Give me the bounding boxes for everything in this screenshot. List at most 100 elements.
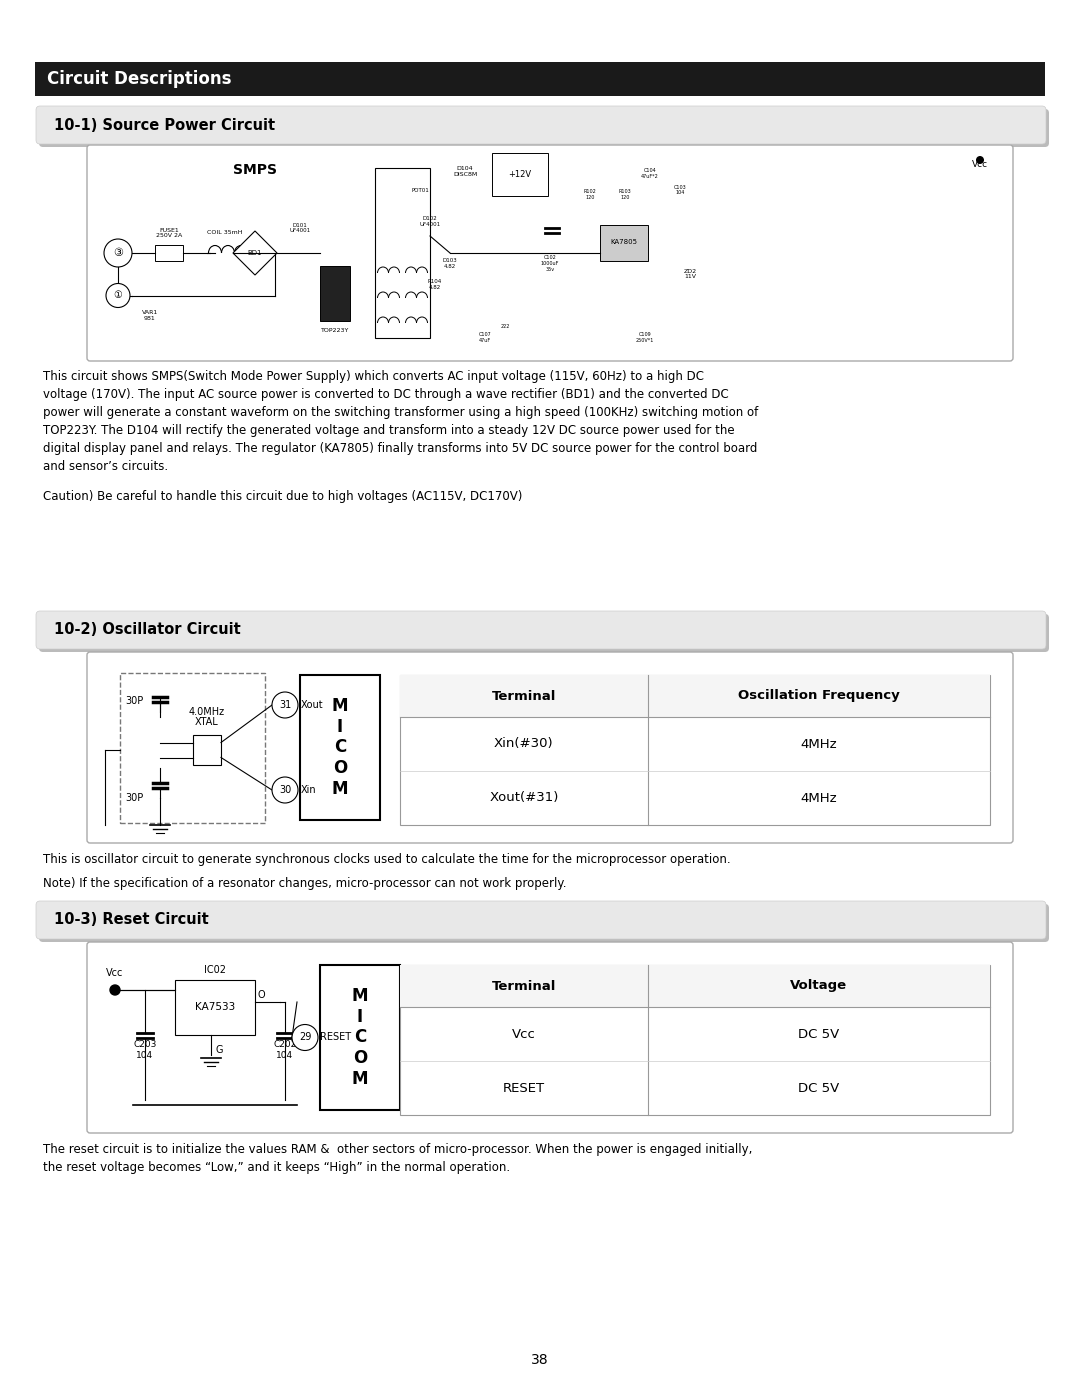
Text: Xin: Xin <box>301 785 316 795</box>
Text: 38: 38 <box>531 1354 549 1368</box>
Bar <box>193 735 221 766</box>
Text: C102
1000uF
35v: C102 1000uF 35v <box>541 256 559 272</box>
Text: C109
250V*1: C109 250V*1 <box>636 332 654 344</box>
Bar <box>600 225 648 260</box>
Text: ZD2
11V: ZD2 11V <box>684 268 697 279</box>
Bar <box>400 965 990 1115</box>
Text: Vcc: Vcc <box>106 968 124 978</box>
Text: TOP223Y: TOP223Y <box>321 328 349 332</box>
Text: DC 5V: DC 5V <box>798 1028 839 1041</box>
Text: D104
DISC8M: D104 DISC8M <box>453 166 477 177</box>
Text: FUSE1
250V 2A: FUSE1 250V 2A <box>156 228 183 239</box>
Text: 222: 222 <box>500 324 510 330</box>
FancyBboxPatch shape <box>39 109 1049 147</box>
Bar <box>120 673 265 823</box>
Text: RESET: RESET <box>320 1032 351 1042</box>
Bar <box>35 61 1045 96</box>
Bar <box>175 981 255 1035</box>
Text: the reset voltage becomes “Low,” and it keeps “High” in the normal operation.: the reset voltage becomes “Low,” and it … <box>43 1161 510 1173</box>
Text: ③: ③ <box>113 249 123 258</box>
Text: VAR1
981: VAR1 981 <box>141 310 158 321</box>
Text: Vcc: Vcc <box>512 1028 536 1041</box>
Text: R102
120: R102 120 <box>583 189 596 200</box>
Text: This circuit shows SMPS(Switch Mode Power Supply) which converts AC input voltag: This circuit shows SMPS(Switch Mode Powe… <box>43 370 704 383</box>
Text: RESET: RESET <box>503 1081 545 1094</box>
Bar <box>320 965 400 1111</box>
Bar <box>300 675 380 820</box>
Text: R104
4.82: R104 4.82 <box>428 279 442 291</box>
FancyBboxPatch shape <box>39 904 1049 942</box>
FancyBboxPatch shape <box>87 145 1013 360</box>
FancyBboxPatch shape <box>39 615 1049 652</box>
FancyBboxPatch shape <box>87 942 1013 1133</box>
Text: ①: ① <box>113 291 122 300</box>
Text: SMPS: SMPS <box>233 163 276 177</box>
Text: D102
UF4001: D102 UF4001 <box>419 217 441 226</box>
Text: Note) If the specification of a resonator changes, micro-processor can not work : Note) If the specification of a resonato… <box>43 877 567 890</box>
FancyBboxPatch shape <box>36 901 1047 939</box>
FancyBboxPatch shape <box>87 652 1013 842</box>
Text: M
I
C
O
M: M I C O M <box>352 986 368 1088</box>
Text: 29: 29 <box>299 1032 311 1042</box>
Circle shape <box>976 156 984 163</box>
Bar <box>400 675 990 826</box>
Text: Vcc: Vcc <box>972 161 988 169</box>
Text: 10-3) Reset Circuit: 10-3) Reset Circuit <box>54 912 208 928</box>
Circle shape <box>104 239 132 267</box>
Text: Oscillation Frequency: Oscillation Frequency <box>738 690 900 703</box>
Text: C107
47uF: C107 47uF <box>478 332 491 344</box>
Text: G: G <box>216 1045 224 1055</box>
Text: TOP223Y. The D104 will rectify the generated voltage and transform into a steady: TOP223Y. The D104 will rectify the gener… <box>43 425 734 437</box>
Text: O: O <box>258 990 266 1000</box>
Text: DC 5V: DC 5V <box>798 1081 839 1094</box>
Text: C104
47uF*2: C104 47uF*2 <box>642 168 659 179</box>
Text: M
I
C
O
M: M I C O M <box>332 697 348 798</box>
Circle shape <box>110 985 120 995</box>
Text: COIL 35mH: COIL 35mH <box>207 231 243 236</box>
Text: Circuit Descriptions: Circuit Descriptions <box>48 70 231 88</box>
Text: 30: 30 <box>279 785 292 795</box>
Text: Voltage: Voltage <box>791 979 848 992</box>
Circle shape <box>272 777 298 803</box>
Text: C103
104: C103 104 <box>674 184 687 196</box>
Text: IC02: IC02 <box>204 965 226 975</box>
Text: voltage (170V). The input AC source power is converted to DC through a wave rect: voltage (170V). The input AC source powe… <box>43 388 729 401</box>
Text: The reset circuit is to initialize the values RAM &  other sectors of micro-proc: The reset circuit is to initialize the v… <box>43 1143 753 1155</box>
Circle shape <box>272 692 298 718</box>
Text: 30P: 30P <box>125 793 144 803</box>
Polygon shape <box>233 231 276 275</box>
Text: Xout: Xout <box>301 700 324 710</box>
FancyBboxPatch shape <box>36 610 1047 650</box>
Text: This is oscillator circuit to generate synchronous clocks used to calculate the : This is oscillator circuit to generate s… <box>43 854 731 866</box>
Text: 4.0MHz: 4.0MHz <box>189 707 225 717</box>
Text: 10-1) Source Power Circuit: 10-1) Source Power Circuit <box>54 117 275 133</box>
Text: KA7533: KA7533 <box>194 1003 235 1013</box>
Text: 30P: 30P <box>125 696 144 705</box>
Text: D101
UF4001: D101 UF4001 <box>289 222 311 233</box>
Text: +12V: +12V <box>509 170 531 179</box>
Text: C203
104: C203 104 <box>133 1041 157 1060</box>
Circle shape <box>106 284 130 307</box>
Bar <box>400 675 990 717</box>
Circle shape <box>292 1024 318 1051</box>
Text: Terminal: Terminal <box>491 690 556 703</box>
Text: C202
104: C202 104 <box>273 1041 297 1060</box>
Text: POT01: POT01 <box>411 187 429 193</box>
Bar <box>320 265 350 320</box>
Text: KA7805: KA7805 <box>610 239 637 246</box>
FancyBboxPatch shape <box>36 106 1047 144</box>
Text: D103
4.82: D103 4.82 <box>443 258 457 268</box>
Text: XTAL: XTAL <box>195 717 219 726</box>
Text: BD1: BD1 <box>247 250 262 256</box>
Text: 10-2) Oscillator Circuit: 10-2) Oscillator Circuit <box>54 623 241 637</box>
Text: 4MHz: 4MHz <box>800 792 837 805</box>
Bar <box>400 965 990 1007</box>
Text: 31: 31 <box>279 700 292 710</box>
Text: 4MHz: 4MHz <box>800 738 837 750</box>
Text: Xin(#30): Xin(#30) <box>494 738 554 750</box>
Text: power will generate a constant waveform on the switching transformer using a hig: power will generate a constant waveform … <box>43 407 758 419</box>
Text: Caution) Be careful to handle this circuit due to high voltages (AC115V, DC170V): Caution) Be careful to handle this circu… <box>43 490 523 503</box>
Text: R103
120: R103 120 <box>619 189 632 200</box>
Bar <box>375 168 430 338</box>
Text: digital display panel and relays. The regulator (KA7805) finally transforms into: digital display panel and relays. The re… <box>43 441 757 455</box>
